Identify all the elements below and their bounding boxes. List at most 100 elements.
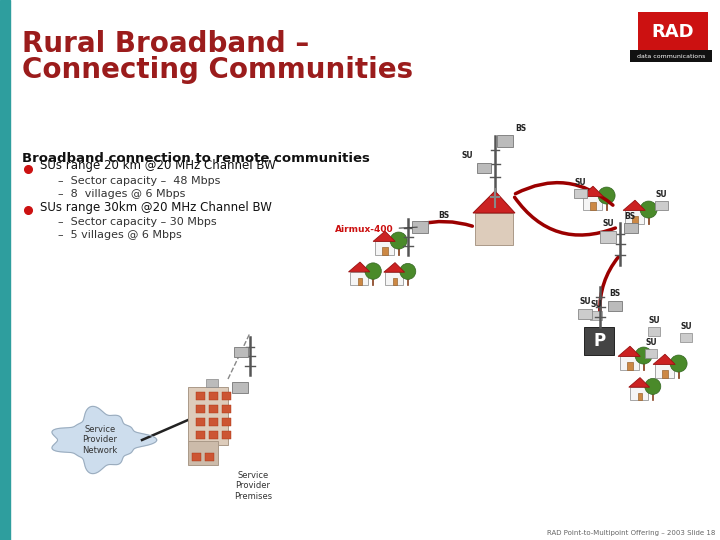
- Polygon shape: [384, 262, 405, 272]
- Bar: [582, 197, 601, 210]
- Bar: [358, 278, 362, 285]
- Text: SUs range 30km @20 MHz Channel BW: SUs range 30km @20 MHz Channel BW: [40, 200, 272, 213]
- Bar: [209, 405, 218, 413]
- Circle shape: [390, 232, 407, 249]
- Bar: [192, 453, 201, 461]
- Circle shape: [645, 379, 661, 394]
- Text: Service
Provider
Network: Service Provider Network: [82, 425, 117, 455]
- Text: BS: BS: [438, 211, 449, 220]
- Polygon shape: [653, 354, 675, 364]
- Bar: [648, 327, 660, 336]
- Bar: [196, 418, 205, 426]
- Bar: [497, 135, 513, 147]
- Bar: [590, 311, 602, 320]
- Bar: [590, 202, 595, 210]
- Bar: [196, 431, 205, 439]
- Text: SU: SU: [579, 297, 591, 306]
- Bar: [631, 387, 648, 400]
- Polygon shape: [473, 191, 515, 213]
- Bar: [392, 278, 397, 285]
- Bar: [600, 231, 616, 243]
- Text: SU: SU: [590, 300, 602, 309]
- Bar: [209, 431, 218, 439]
- Text: RAD: RAD: [652, 23, 694, 41]
- Bar: [382, 247, 387, 255]
- Polygon shape: [348, 262, 370, 272]
- Text: data communications: data communications: [636, 53, 705, 58]
- Bar: [209, 418, 218, 426]
- Text: Service
Provider
Premises: Service Provider Premises: [234, 471, 272, 501]
- Bar: [232, 382, 248, 393]
- Bar: [475, 213, 513, 245]
- Bar: [625, 211, 644, 224]
- Text: RAD Point-to-Multipoint Offering – 2003 Slide 18: RAD Point-to-Multipoint Offering – 2003 …: [546, 530, 715, 536]
- Text: SUs range 20 km @20 MHz Channel BW: SUs range 20 km @20 MHz Channel BW: [40, 159, 276, 172]
- Bar: [385, 272, 403, 285]
- Bar: [375, 241, 394, 255]
- Circle shape: [598, 187, 615, 204]
- Bar: [627, 362, 633, 370]
- Polygon shape: [618, 346, 640, 356]
- Bar: [222, 392, 231, 400]
- Bar: [655, 201, 668, 210]
- Text: BS: BS: [515, 124, 526, 133]
- Text: SU: SU: [648, 316, 660, 325]
- Polygon shape: [623, 200, 645, 211]
- Circle shape: [640, 201, 657, 218]
- Text: SU: SU: [574, 178, 586, 187]
- Bar: [206, 379, 218, 387]
- Bar: [584, 327, 614, 355]
- Text: –  8  villages @ 6 Mbps: – 8 villages @ 6 Mbps: [58, 189, 185, 199]
- Bar: [574, 189, 587, 198]
- Text: SU: SU: [462, 151, 473, 160]
- Bar: [638, 393, 642, 400]
- Text: Airmux-400: Airmux-400: [335, 226, 417, 234]
- Text: SU: SU: [680, 322, 692, 331]
- Bar: [196, 392, 205, 400]
- Text: Connecting Communities: Connecting Communities: [22, 56, 413, 84]
- Bar: [350, 272, 368, 285]
- Text: Rural Broadband –: Rural Broadband –: [22, 30, 310, 58]
- Bar: [680, 333, 692, 342]
- Text: BS: BS: [609, 289, 621, 298]
- Text: SU: SU: [645, 338, 657, 347]
- Polygon shape: [373, 231, 395, 241]
- Bar: [578, 309, 592, 319]
- Bar: [209, 392, 218, 400]
- Text: P: P: [594, 332, 606, 350]
- Bar: [620, 356, 639, 370]
- Bar: [654, 364, 673, 378]
- Bar: [196, 405, 205, 413]
- Bar: [188, 441, 218, 465]
- Bar: [645, 349, 657, 358]
- Polygon shape: [581, 186, 603, 197]
- Bar: [477, 163, 491, 173]
- Circle shape: [400, 264, 416, 279]
- Bar: [624, 223, 638, 233]
- Text: Broadband connection to remote communities: Broadband connection to remote communiti…: [22, 152, 370, 165]
- Bar: [412, 221, 428, 233]
- Bar: [662, 370, 667, 378]
- Circle shape: [635, 347, 652, 364]
- Bar: [222, 405, 231, 413]
- Bar: [222, 418, 231, 426]
- Polygon shape: [629, 377, 649, 387]
- Text: SU: SU: [602, 219, 614, 228]
- Bar: [630, 50, 712, 62]
- Bar: [205, 453, 214, 461]
- Text: –  Sector capacity – 30 Mbps: – Sector capacity – 30 Mbps: [58, 217, 217, 227]
- Text: –  5 villages @ 6 Mbps: – 5 villages @ 6 Mbps: [58, 230, 181, 240]
- Bar: [188, 387, 228, 445]
- Bar: [0, 0, 10, 540]
- Circle shape: [365, 263, 382, 279]
- Bar: [234, 347, 248, 357]
- Text: SU: SU: [655, 190, 667, 199]
- Bar: [222, 431, 231, 439]
- Text: –  Sector capacity –  48 Mbps: – Sector capacity – 48 Mbps: [58, 176, 220, 186]
- Bar: [638, 12, 708, 52]
- Text: BS: BS: [624, 212, 636, 221]
- Circle shape: [670, 355, 687, 372]
- Polygon shape: [52, 407, 157, 474]
- Bar: [608, 301, 622, 311]
- Bar: [632, 217, 637, 224]
